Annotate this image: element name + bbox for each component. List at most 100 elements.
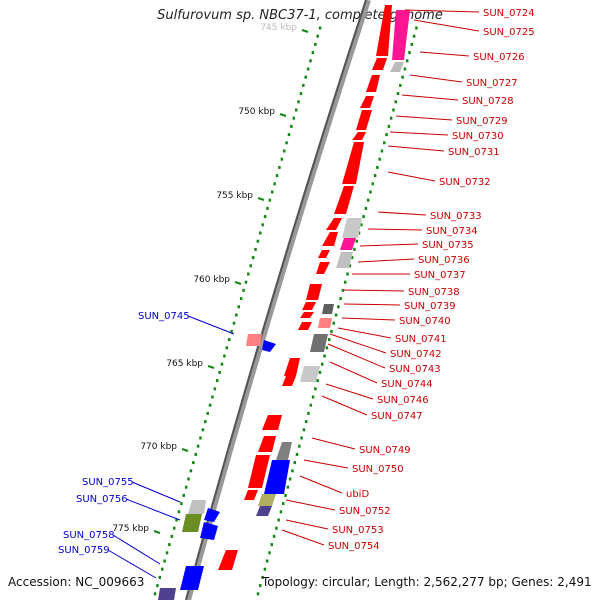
ruler-dot <box>227 338 231 342</box>
gene-feature <box>284 358 300 376</box>
gene-label-reverse: SUN_0745 <box>138 311 190 322</box>
ruler-dot <box>311 51 315 55</box>
leader-line <box>125 498 181 521</box>
ruler-dot <box>199 436 202 440</box>
ruler-label: 775 kbp <box>112 524 149 534</box>
ruler-dot <box>218 370 221 374</box>
gene-label-forward: SUN_0728 <box>462 96 514 107</box>
leader-line <box>387 145 445 152</box>
gene-feature <box>300 366 320 382</box>
ruler-dot <box>158 575 162 579</box>
track-dot <box>275 526 278 530</box>
genome-title: Sulfurovum sp. NBC37-1, complete genome <box>157 8 443 23</box>
track-dot <box>378 157 381 161</box>
leader-line <box>285 519 329 530</box>
gene-feature <box>256 506 272 516</box>
gene-label-forward: SUN_0736 <box>418 255 470 266</box>
track-dot <box>405 59 409 63</box>
ruler-tick <box>301 29 309 33</box>
leader-line <box>343 303 401 306</box>
leader-line <box>321 395 368 416</box>
track-dot <box>277 518 280 522</box>
gene-label-reverse: SUN_0758 <box>63 530 115 541</box>
leader-line <box>341 317 396 321</box>
ruler-dot <box>266 206 269 210</box>
track-dot <box>323 354 326 358</box>
gene-label-forward: SUN_0737 <box>414 270 466 281</box>
ruler-dot <box>261 223 264 227</box>
track-dot <box>341 288 345 292</box>
gene-feature <box>182 514 202 532</box>
gene-label-forward: ubiD <box>346 489 369 500</box>
gene-label-forward: SUN_0752 <box>339 506 391 517</box>
topology-summary: Topology: circular; Length: 2,562,277 bp… <box>262 575 592 589</box>
track-dot <box>348 264 352 268</box>
track-dot <box>300 436 303 440</box>
track-dot <box>353 247 356 251</box>
gene-feature <box>246 334 262 346</box>
track-dot <box>415 26 418 30</box>
gene-feature <box>316 262 330 274</box>
ruler-dot <box>251 256 255 260</box>
gene-label-reverse: SUN_0756 <box>76 494 128 505</box>
ruler-dot <box>294 108 298 112</box>
leader-line <box>359 243 419 247</box>
track-dot <box>346 272 349 276</box>
gene-label-forward: SUN_0749 <box>359 445 411 456</box>
gene-label-forward: SUN_0742 <box>390 349 442 360</box>
leader-line <box>325 383 374 400</box>
ruler-dot <box>287 133 291 137</box>
track-dot <box>298 444 301 448</box>
gene-label-forward: SUN_0750 <box>352 464 404 475</box>
gene-feature <box>300 312 314 318</box>
ruler-dot <box>271 190 274 194</box>
gene-feature <box>310 334 328 352</box>
leader-line <box>337 327 392 339</box>
ruler-dot <box>175 518 178 522</box>
track-dot <box>256 592 260 596</box>
leader-line <box>395 115 453 121</box>
ruler-dot <box>160 567 164 571</box>
track-dot <box>357 231 361 235</box>
gene-label-forward: SUN_0753 <box>332 525 384 536</box>
gene-feature <box>258 494 276 506</box>
track-dot <box>383 141 386 145</box>
ruler-dot <box>299 92 303 96</box>
ruler-dot <box>187 477 190 481</box>
ruler-dot <box>192 461 195 465</box>
gene-feature <box>392 10 410 60</box>
gene-label-forward: SUN_0740 <box>399 316 451 327</box>
gene-feature <box>262 415 282 430</box>
leader-line <box>329 333 387 354</box>
gene-feature <box>262 340 276 352</box>
track-dot <box>302 428 306 432</box>
genes-layer <box>158 5 410 600</box>
gene-feature <box>158 588 176 600</box>
track-dot <box>291 469 294 473</box>
gene-feature <box>366 75 380 92</box>
ruler-dot <box>225 346 229 350</box>
ruler-dot <box>194 452 197 456</box>
track-dot <box>387 124 391 128</box>
leader-layer <box>107 9 480 579</box>
track-dot <box>371 182 375 186</box>
leader-line <box>112 534 161 565</box>
track-dot <box>263 567 267 571</box>
leader-line <box>107 549 157 579</box>
gene-label-forward: SUN_0731 <box>448 147 500 158</box>
leader-line <box>187 315 235 335</box>
track-dot <box>314 387 317 391</box>
ruler-dot <box>290 124 293 128</box>
ruler-tick <box>234 281 242 285</box>
leader-line <box>327 343 386 369</box>
leader-line <box>329 361 378 384</box>
gene-feature <box>264 460 290 494</box>
ruler-dot <box>177 510 181 514</box>
ruler-dot <box>316 34 319 38</box>
gene-label-forward: SUN_0744 <box>381 379 433 390</box>
track-dot <box>321 362 324 366</box>
track-dot <box>288 477 292 481</box>
ruler-dot <box>304 75 307 79</box>
track-dot <box>410 42 414 46</box>
